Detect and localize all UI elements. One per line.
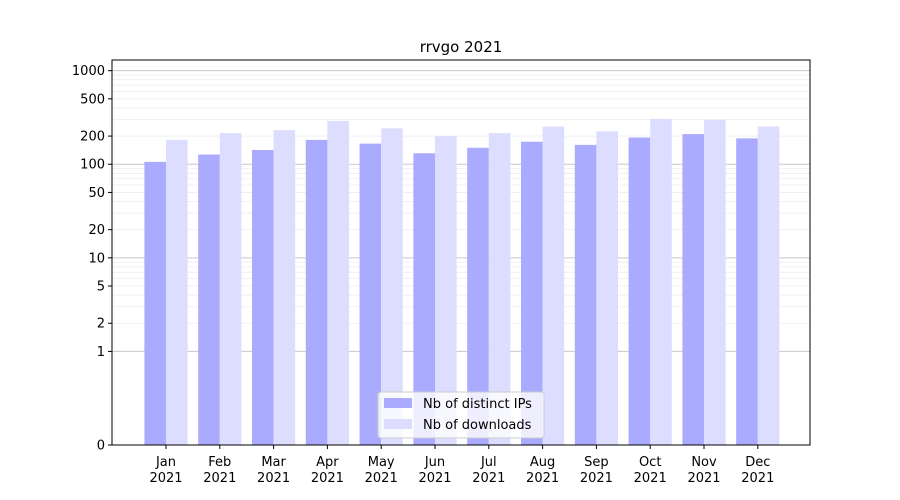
bars-group xyxy=(144,118,780,446)
legend-label: Nb of downloads xyxy=(423,418,532,433)
x-tick-label-year: 2021 xyxy=(634,471,667,486)
bar xyxy=(166,139,188,445)
legend: Nb of distinct IPs Nb of downloads xyxy=(377,391,545,439)
bar xyxy=(198,154,220,445)
bar xyxy=(467,147,489,445)
bar xyxy=(252,149,274,445)
y-tick-label: 500 xyxy=(80,92,105,107)
legend-swatch xyxy=(384,419,412,429)
bar xyxy=(219,133,242,446)
x-tick-label-month: Apr xyxy=(316,455,339,470)
x-tick-label-month: Nov xyxy=(691,455,717,470)
bar xyxy=(704,119,726,445)
x-tick-label-year: 2021 xyxy=(472,471,505,486)
x-tick-label-year: 2021 xyxy=(418,471,451,486)
bar xyxy=(650,118,672,445)
legend-label: Nb of distinct IPs xyxy=(423,397,532,412)
x-tick-label-month: Feb xyxy=(208,455,231,470)
bar xyxy=(144,161,166,445)
legend-box xyxy=(377,391,545,439)
x-tick-label-month: Sep xyxy=(584,455,609,470)
x-tick-label-month: Oct xyxy=(639,455,661,470)
bar xyxy=(521,141,543,445)
x-tick-label-year: 2021 xyxy=(149,471,182,486)
y-tick-label: 200 xyxy=(80,130,105,145)
bar xyxy=(381,128,403,445)
y-tick-label: 0 xyxy=(97,439,105,454)
y-tick-label: 2 xyxy=(97,317,105,332)
x-tick-label-month: Aug xyxy=(530,455,555,470)
x-tick-label-year: 2021 xyxy=(203,471,236,486)
x-tick-label-year: 2021 xyxy=(526,471,559,486)
x-tick-label-year: 2021 xyxy=(365,471,398,486)
x-tick-label-year: 2021 xyxy=(580,471,613,486)
plot-frame xyxy=(111,59,811,446)
bar xyxy=(435,136,457,446)
bar xyxy=(359,143,382,445)
bar xyxy=(736,138,758,446)
y-tick-label: 1 xyxy=(97,345,105,360)
y-tick-label: 1000 xyxy=(72,64,105,79)
x-axis: Jan2021Feb2021Mar2021Apr2021May2021Jun20… xyxy=(149,445,774,486)
bar xyxy=(596,131,618,445)
legend-swatch xyxy=(384,398,412,408)
y-tick-label: 50 xyxy=(88,186,105,201)
x-tick-label-month: Dec xyxy=(745,455,770,470)
bar xyxy=(305,139,328,445)
x-tick-label-month: Mar xyxy=(261,455,286,470)
bar xyxy=(574,144,597,445)
y-tick-label: 5 xyxy=(97,280,105,295)
x-tick-label-month: Jan xyxy=(155,455,176,470)
bar xyxy=(327,120,349,446)
x-tick-label-month: Jun xyxy=(424,455,445,470)
x-tick-label-year: 2021 xyxy=(311,471,344,486)
bar xyxy=(682,134,704,446)
x-tick-label-year: 2021 xyxy=(741,471,774,486)
bar xyxy=(542,126,565,446)
x-tick-label-month: Jul xyxy=(480,455,497,470)
y-axis: 0 1 2 5 10 20 50 100 200 500 1000 xyxy=(72,64,112,454)
bar xyxy=(413,153,435,445)
x-tick-label-month: May xyxy=(368,455,395,470)
bar xyxy=(757,126,780,446)
y-tick-label: 20 xyxy=(88,223,105,238)
x-tick-label-year: 2021 xyxy=(687,471,720,486)
y-tick-label: 10 xyxy=(88,251,105,266)
bar xyxy=(628,137,651,446)
y-tick-label: 100 xyxy=(80,158,105,173)
chart-title: rrvgo 2021 xyxy=(420,38,503,56)
x-tick-label-year: 2021 xyxy=(257,471,290,486)
bar xyxy=(273,130,296,445)
bar xyxy=(488,133,511,446)
